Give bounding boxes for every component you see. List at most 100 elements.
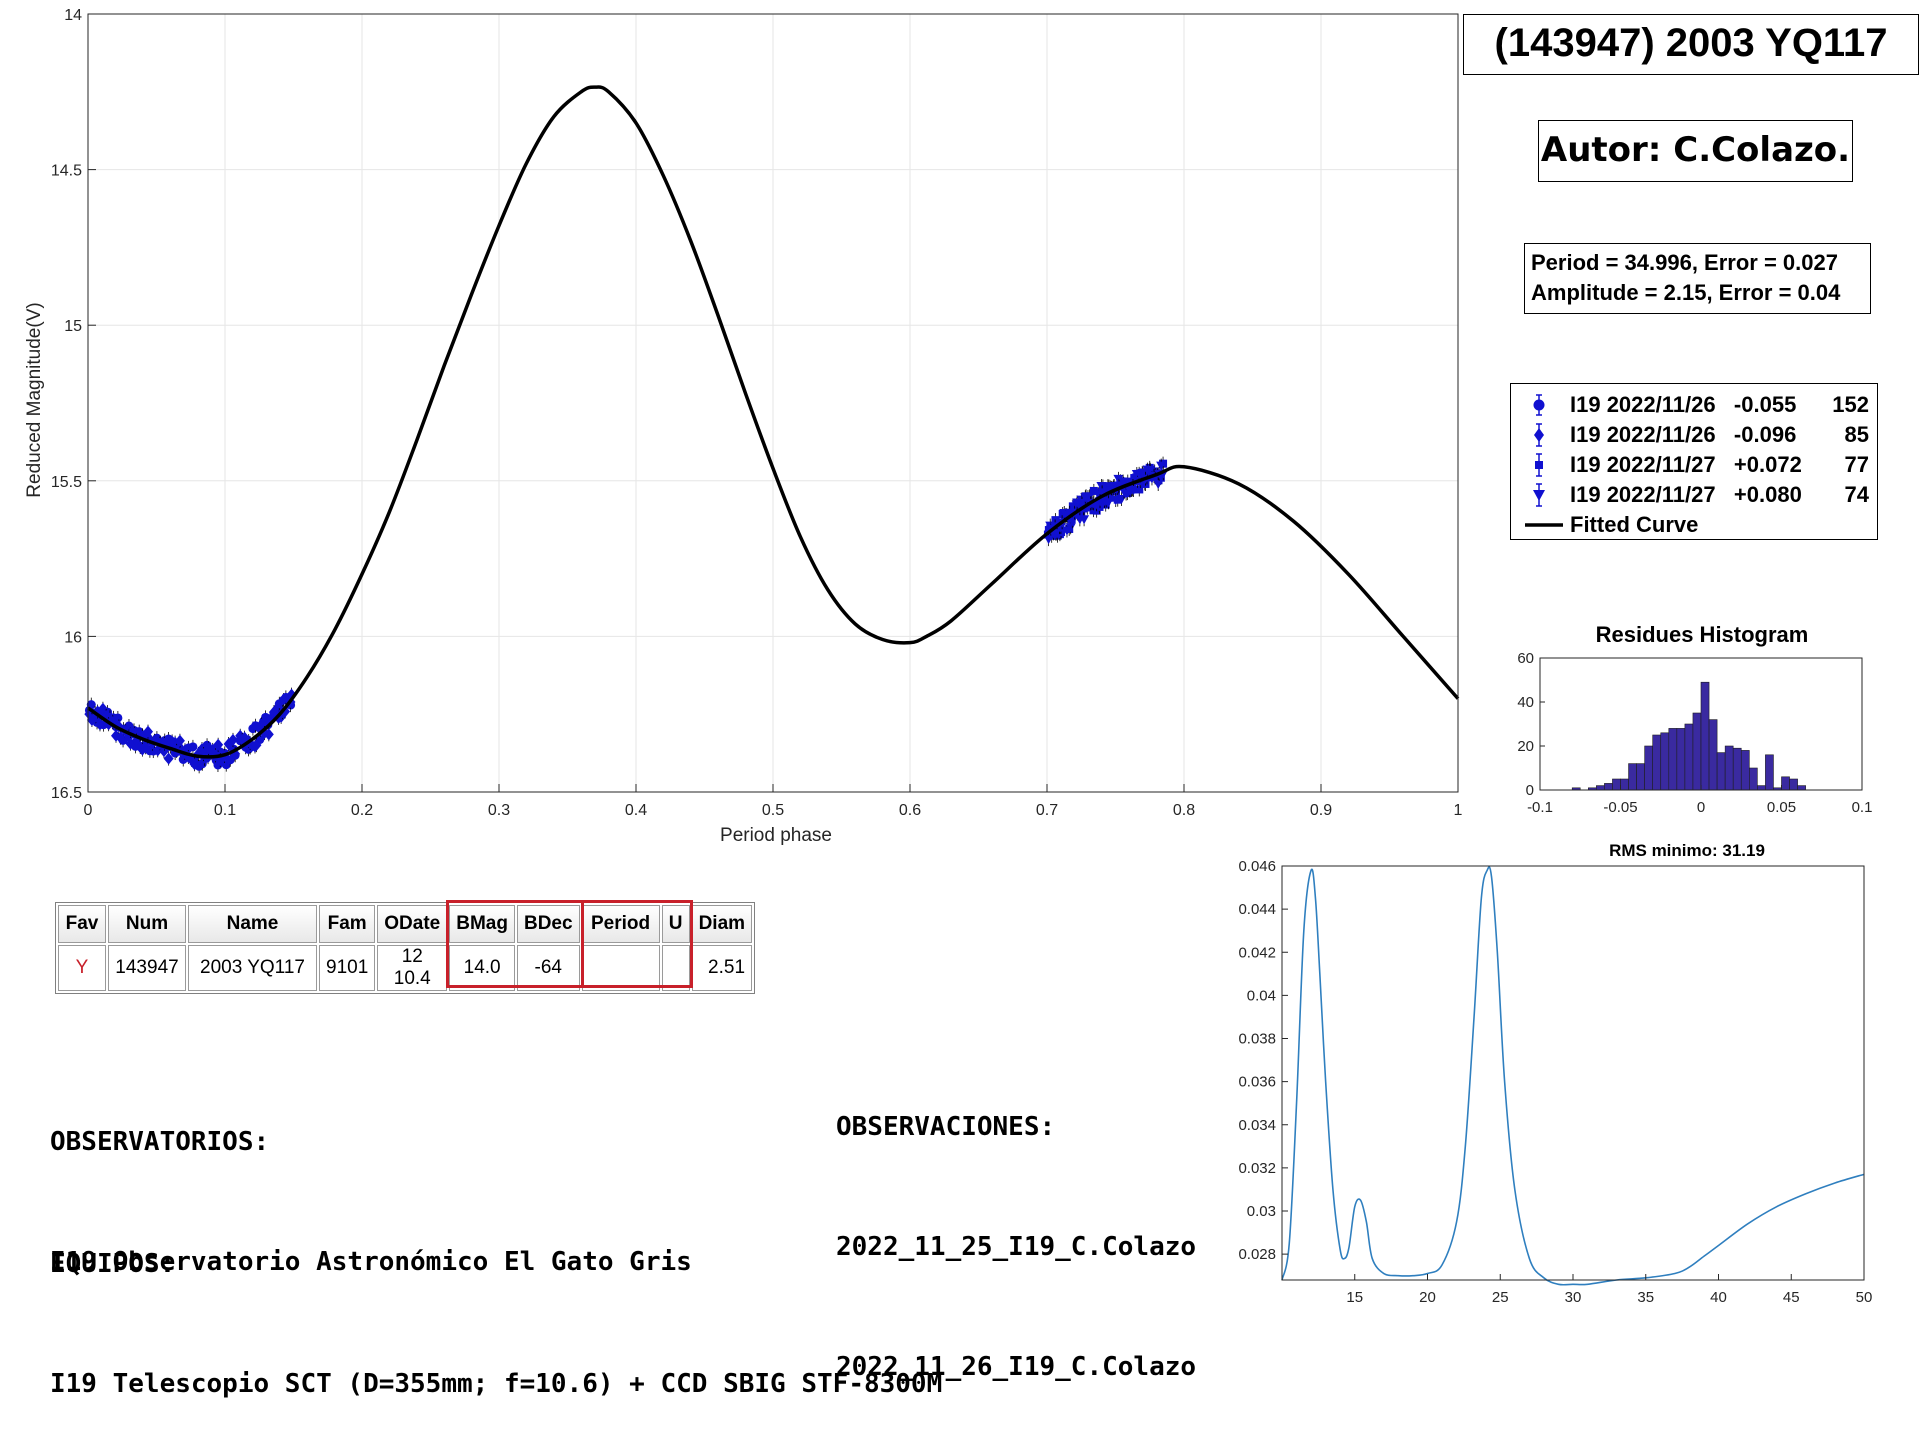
diamond-marker [94,718,105,731]
y-tick-label: 14.5 [51,163,82,180]
amplitude-line: Amplitude = 2.15, Error = 0.04 [1531,280,1841,305]
y-tick-label: 0.04 [1247,987,1276,1004]
data-point [163,751,174,766]
data-point [213,737,224,752]
cell-bmag: 14.0 [449,945,515,991]
histogram-bar [1789,778,1798,791]
x-tick-label: 0.5 [762,802,784,819]
x-tick-label: 50 [1856,1289,1873,1306]
lightcurve-xlabel: Period phase [720,825,832,846]
square-marker [1095,502,1104,511]
x-tick-label: 0.7 [1036,802,1058,819]
y-tick-label: 0.046 [1238,858,1276,875]
legend-entry: I19 2022/11/26 -0.096 85 [1511,420,1877,450]
header-num[interactable]: Num [108,905,186,943]
x-tick-label: 20 [1419,1289,1436,1306]
y-tick-label: 0 [1526,782,1534,799]
x-tick-label: 45 [1783,1289,1800,1306]
histogram-title: Residues Histogram [1596,622,1809,647]
histogram-bar [1700,681,1710,791]
histogram-bar [1620,778,1629,791]
histogram-bar [1612,778,1621,791]
square-marker [1135,485,1144,494]
x-tick-label: 25 [1492,1289,1509,1306]
data-point [188,739,198,754]
data-point [1103,495,1114,510]
x-tick-label: 0.9 [1310,802,1332,819]
legend-label: I19 2022/11/27 +0.072 [1570,452,1802,477]
y-tick-label: 0.03 [1247,1203,1276,1220]
y-tick-label: 0.028 [1238,1246,1276,1263]
period-line: Period = 34.996, Error = 0.027 [1531,250,1838,275]
y-tick-label: 16.5 [51,785,82,802]
cell-name: 2003 YQ117 [188,945,317,991]
lightcurve-ticks: 0 0.1 0.2 0.3 0.4 0.5 0.6 0.7 0.8 0.9 1 14 14.5 15 15.… [51,7,1463,819]
y-tick-label: 0.032 [1238,1160,1276,1177]
histogram-bar [1765,754,1774,791]
y-tick-label: 0.034 [1238,1117,1276,1134]
y-tick-label: 14 [64,7,82,24]
period-stats-box: Period = 34.996, Error = 0.027 Amplitude… [1524,243,1871,314]
diamond-marker [213,738,224,751]
x-tick-label: 0.8 [1173,802,1195,819]
histogram-bar [1676,728,1686,791]
header-odate[interactable]: ODate [377,905,448,943]
periodogram-title: RMS minimo: 31.19 [1609,841,1765,860]
observaciones-line-2: 2022_11_26_I19_C.Colazo [836,1352,1197,1382]
data-point [189,757,200,772]
diamond-marker [263,728,274,741]
diamond-marker [189,758,200,771]
diamond-marker [163,752,174,765]
histogram-bar [1684,723,1694,791]
header-bmag[interactable]: BMag [449,905,515,943]
header-period[interactable]: Period [581,905,660,943]
data-point [1079,512,1090,527]
histogram-bar [1636,763,1645,791]
cell-diam: 2.51 [691,945,753,991]
x-tick-label: -0.1 [1527,799,1553,816]
triangle-marker [1113,474,1124,484]
rms-periodogram: RMS minimo: 31.19 15 20 25 30 35 40 45 50 0.028 0… [1238,841,1872,1306]
header-name[interactable]: Name [188,905,317,943]
header-fav[interactable]: Fav [58,905,106,943]
histogram-bar [1716,752,1726,791]
header-fam[interactable]: Fam [319,905,376,943]
circle-marker [188,742,198,752]
y-tick-label: 0.042 [1238,944,1276,961]
header-diam[interactable]: Diam [691,905,753,943]
histogram-bar [1652,734,1662,791]
histogram-bar [1724,745,1734,791]
triangle-marker [1103,498,1114,508]
equipos-heading: EQUIPOS: [50,1249,176,1279]
cell-fav: Y [58,945,106,991]
triangle-down-marker-icon [1533,483,1545,507]
legend: I19 2022/11/26 -0.055 152 I19 2022/11/26… [1510,383,1878,540]
lightcurve-data-points [84,456,1169,774]
periodogram-ticks: 15 20 25 30 35 40 45 50 0.028 0.03 0.032 0.034 0.036… [1238,858,1872,1306]
triangle-marker [1156,461,1167,471]
data-point [174,733,185,748]
cell-fam: 9101 [319,945,376,991]
x-tick-label: 0 [1697,799,1705,816]
observatorios-heading: OBSERVATORIOS: [50,1127,270,1157]
header-u[interactable]: U [661,905,690,943]
triangle-marker [1043,535,1054,545]
diamond-marker [174,734,185,747]
y-tick-label: 60 [1517,650,1534,667]
x-tick-label: 0.4 [625,802,647,819]
data-point [227,732,238,747]
observatorios-block: OBSERVATORIOS: I19 Observatorio Astronóm… [50,1042,692,1322]
legend-entry: I19 2022/11/27 +0.080 74 [1511,480,1877,510]
lightcurve-grid [87,13,1459,793]
asteroid-table: Fav Num Name Fam ODate BMag BDec Period … [55,902,756,994]
legend-count: 85 [1844,422,1869,447]
x-tick-label: 30 [1565,1289,1582,1306]
triangle-marker [1076,498,1087,508]
legend-entry: I19 2022/11/26 -0.055 152 [1511,390,1877,420]
legend-count: 74 [1844,482,1869,507]
legend-label: I19 2022/11/26 -0.055 [1570,392,1797,417]
y-tick-label: 16 [64,629,82,646]
square-marker [1156,473,1165,482]
header-bdec[interactable]: BDec [516,905,580,943]
observaciones-block: OBSERVACIONES: 2022_11_25_I19_C.Colazo 2… [836,1027,1196,1427]
